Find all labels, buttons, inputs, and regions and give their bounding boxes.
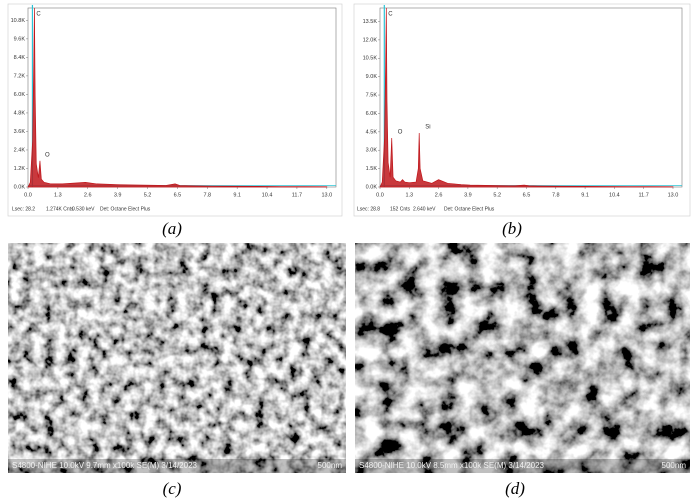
peak-label: O: [45, 152, 50, 158]
y-tick-label: 6.0K: [366, 111, 378, 117]
sem-image: [355, 243, 690, 473]
y-tick-label: 6.0K: [14, 92, 26, 98]
x-tick-label: 11.7: [292, 192, 302, 198]
peak-label: Si: [425, 125, 430, 131]
sem-info: S4800-NIHE 10.0kV 9.7mm x100k SE(M) 3/14…: [12, 461, 198, 470]
y-tick-label: 0.0K: [366, 184, 378, 190]
footer-text: Lsec: 28.8: [357, 206, 380, 212]
caption: (c): [163, 479, 182, 498]
panel-frame: [353, 3, 691, 217]
x-tick-label: 5.2: [144, 192, 152, 198]
x-tick-label: 11.7: [639, 192, 649, 198]
sem-image: [8, 243, 346, 473]
y-tick-label: 9.6K: [14, 36, 26, 42]
x-tick-label: 10.4: [262, 192, 273, 198]
y-tick-label: 12.0K: [363, 37, 378, 43]
peak-label: C: [388, 12, 393, 18]
spectrum: [27, 7, 328, 188]
footer-text: Det: Octane Elect Plus: [100, 206, 151, 212]
x-tick-label: 13.0: [668, 192, 679, 198]
x-tick-label: 3.9: [114, 192, 122, 198]
y-tick-label: 8.4K: [14, 55, 26, 61]
caption: (a): [162, 219, 182, 238]
x-tick-label: 6.5: [174, 192, 182, 198]
footer-text: Lsec: 28.2: [12, 206, 35, 212]
x-tick-label: 2.6: [435, 192, 443, 198]
x-tick-label: 13.0: [321, 192, 332, 198]
peak-label: O: [398, 130, 403, 136]
y-tick-label: 7.5K: [366, 93, 378, 99]
y-tick-label: 3.0K: [366, 148, 378, 154]
x-tick-label: 7.8: [203, 192, 211, 198]
x-tick-label: 2.6: [84, 192, 92, 198]
spectrum: [379, 7, 674, 188]
x-tick-label: 3.9: [464, 192, 472, 198]
x-tick-label: 0.0: [24, 192, 32, 198]
info-bar: [8, 459, 346, 473]
x-tick-label: 10.4: [609, 192, 620, 198]
y-tick-label: 3.6K: [14, 129, 26, 135]
x-tick-label: 6.5: [523, 192, 531, 198]
sem-info: S4800-NIHE 10.0kV 8.5mm x100k SE(M) 3/14…: [359, 461, 545, 470]
y-tick-label: 4.5K: [366, 129, 378, 135]
footer-text: 152 Cnts: [390, 206, 411, 212]
y-tick-label: 10.8K: [11, 18, 26, 24]
caption: (d): [505, 479, 525, 498]
y-tick-label: 1.2K: [14, 166, 26, 172]
x-tick-label: 7.8: [552, 192, 560, 198]
footer-text: Det: Octane Elect Plus: [444, 206, 495, 212]
y-tick-label: 10.5K: [363, 56, 378, 62]
y-tick-label: 1.5K: [366, 166, 378, 172]
y-tick-label: 2.4K: [14, 147, 26, 153]
x-tick-label: 1.3: [54, 192, 62, 198]
x-tick-label: 0.0: [376, 192, 384, 198]
y-tick-label: 4.8K: [14, 110, 26, 116]
peak-label: C: [36, 12, 41, 18]
panel-frame: [7, 3, 343, 217]
y-tick-label: 7.2K: [14, 73, 26, 79]
y-tick-label: 9.0K: [366, 74, 378, 80]
footer-text: 0.530 keV: [72, 206, 95, 212]
y-tick-label: 13.5K: [363, 19, 378, 25]
x-tick-label: 9.1: [233, 192, 241, 198]
info-bar: [355, 459, 690, 473]
x-tick-label: 9.1: [581, 192, 589, 198]
sem-scale: 500nm: [662, 461, 687, 470]
y-tick-label: 0.0K: [14, 184, 26, 190]
caption: (b): [502, 219, 522, 238]
footer-text: 2.640 keV: [413, 206, 436, 212]
footer-text: 1.274K Cnts: [46, 206, 74, 212]
x-tick-label: 5.2: [493, 192, 501, 198]
x-tick-label: 1.3: [405, 192, 413, 198]
sem-scale: 500nm: [318, 461, 343, 470]
